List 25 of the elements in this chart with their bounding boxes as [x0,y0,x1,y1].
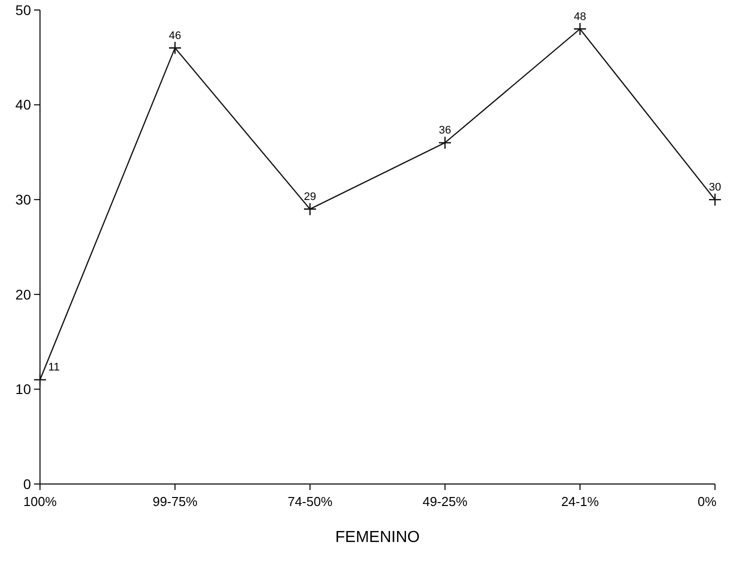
x-tick-label: 100% [23,494,58,509]
data-label: 30 [708,182,722,194]
x-tick-label: 24-1% [561,494,600,509]
y-tick-label: 30 [15,192,32,208]
point [708,192,722,206]
x-tick-label: 74-50% [288,494,333,509]
x-tick-label: 49-25% [422,494,468,509]
data-label: 36 [438,124,452,137]
y-tick-label: 20 [15,286,32,302]
y-tick-label: 10 [15,381,32,398]
point [33,373,47,386]
x-tick-label: 99-75% [152,494,198,509]
point [438,136,452,150]
data-label: 48 [574,10,586,23]
data-label: 29 [304,191,316,204]
data-label: 46 [168,30,182,42]
point [303,202,317,216]
data-label: 11 [48,362,60,374]
x-axis-title: FEMENINO [335,529,420,546]
point [168,41,182,55]
point [573,22,587,36]
y-tick-label: 50 [15,2,32,18]
x-tick-label: 0% [698,494,717,509]
y-tick-label: 40 [15,96,32,113]
y-tick-label: 0 [23,476,32,492]
